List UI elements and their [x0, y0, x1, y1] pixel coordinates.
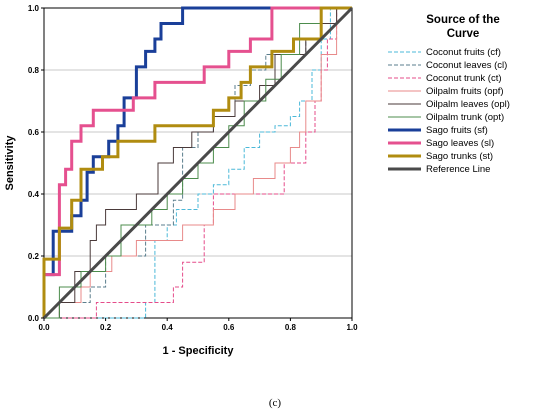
series-line-0 — [44, 7, 352, 319]
legend-title: Source of the — [426, 14, 499, 26]
x-tick-label: 0.6 — [223, 323, 235, 332]
series-line-3 — [44, 7, 352, 319]
y-tick-label: 0.8 — [28, 66, 40, 75]
y-tick-label: 0.4 — [28, 190, 40, 199]
legend-label: Oilpalm leaves (opl) — [426, 99, 510, 110]
legend-label: Coconut leaves (cl) — [426, 60, 507, 71]
x-tick-label: 0.8 — [285, 323, 297, 332]
x-axis-title: 1 - Specificity — [163, 345, 235, 357]
x-tick-label: 0.2 — [100, 323, 112, 332]
series-line-8 — [42, 6, 352, 318]
y-axis-title: Sensitivity — [4, 135, 16, 191]
legend-label: Coconut trunk (ct) — [426, 73, 502, 84]
legend-label: Sago trunks (st) — [426, 151, 493, 162]
legend-label: Sago fruits (sf) — [426, 125, 488, 136]
x-tick-label: 0.0 — [38, 323, 50, 332]
legend-label: Coconut fruits (cf) — [426, 47, 501, 58]
figure-caption: (c) — [269, 397, 282, 409]
y-tick-label: 0.2 — [28, 252, 40, 261]
legend-label: Sago leaves (sl) — [426, 138, 494, 149]
series-line-7 — [42, 6, 352, 318]
legend-label: Oilpalm trunk (opt) — [426, 112, 504, 123]
axis-ticks: 0.0 0.2 0.4 0.6 0.8 1.0 0.0 0.2 0.4 0.6 0.8 1.0 — [28, 4, 358, 332]
series-lines — [42, 6, 354, 320]
series-line-4 — [44, 7, 352, 319]
x-tick-label: 0.4 — [162, 323, 174, 332]
series-line-2 — [44, 7, 352, 319]
series-line-9 — [42, 6, 354, 320]
y-tick-label: 0.0 — [28, 314, 40, 323]
legend-label: Reference Line — [426, 164, 490, 175]
legend-label: Oilpalm fruits (opf) — [426, 86, 504, 97]
series-line-5 — [44, 7, 352, 319]
legend: Source of the Curve Coconut fruits (cf) Coc… — [388, 14, 510, 175]
x-tick-label: 1.0 — [346, 323, 358, 332]
legend-title: Curve — [447, 28, 480, 40]
y-tick-label: 0.6 — [28, 128, 40, 137]
y-tick-label: 1.0 — [28, 4, 40, 13]
